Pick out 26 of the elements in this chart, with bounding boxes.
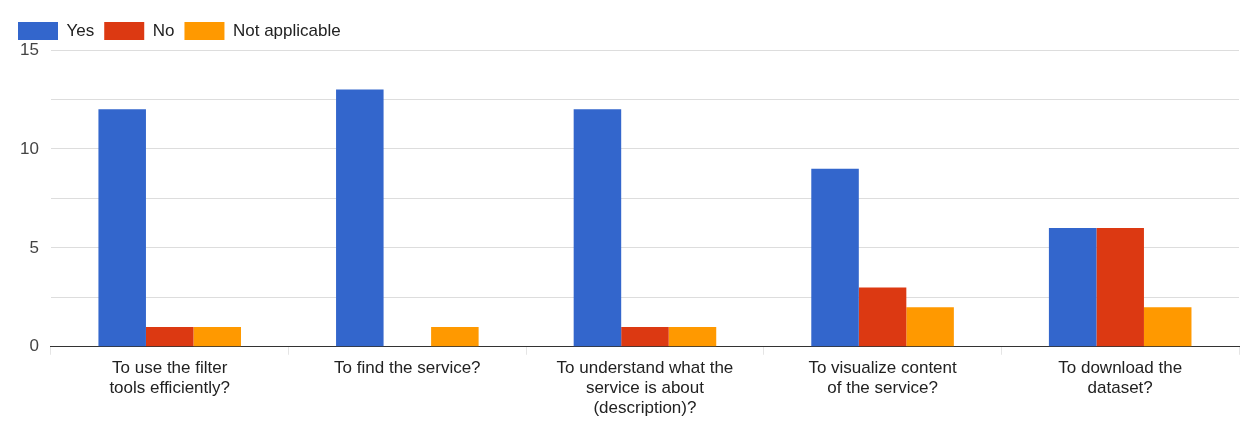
x-tick-label: To use the filter tools efficiently? (109, 357, 231, 398)
bar (336, 89, 384, 347)
bar (573, 109, 622, 347)
bar (906, 307, 954, 347)
bar (1143, 307, 1192, 347)
bar (431, 327, 479, 347)
bar (621, 327, 669, 347)
bar (98, 109, 146, 347)
y-tick-label: 5 (29, 237, 39, 257)
bar (1096, 228, 1144, 347)
y-tick-label: 15 (19, 39, 39, 59)
x-tick-label: To download the dataset? (1058, 357, 1183, 398)
bar (811, 168, 859, 347)
legend-label: No (152, 20, 175, 40)
y-tick-label: 10 (19, 138, 39, 158)
legend-label: Yes (66, 20, 95, 40)
bar (1048, 228, 1097, 347)
x-tick-label: To visualize content of the service? (808, 357, 958, 398)
legend-label: Not applicable (232, 20, 341, 40)
y-tick-label: 0 (29, 336, 39, 356)
bar (145, 327, 194, 347)
bar (858, 287, 907, 347)
bar (668, 327, 717, 347)
x-tick-label: To understand what the service is about (description)? (556, 357, 734, 418)
x-tick-label: To find the service? (334, 357, 481, 377)
bar (193, 327, 241, 347)
